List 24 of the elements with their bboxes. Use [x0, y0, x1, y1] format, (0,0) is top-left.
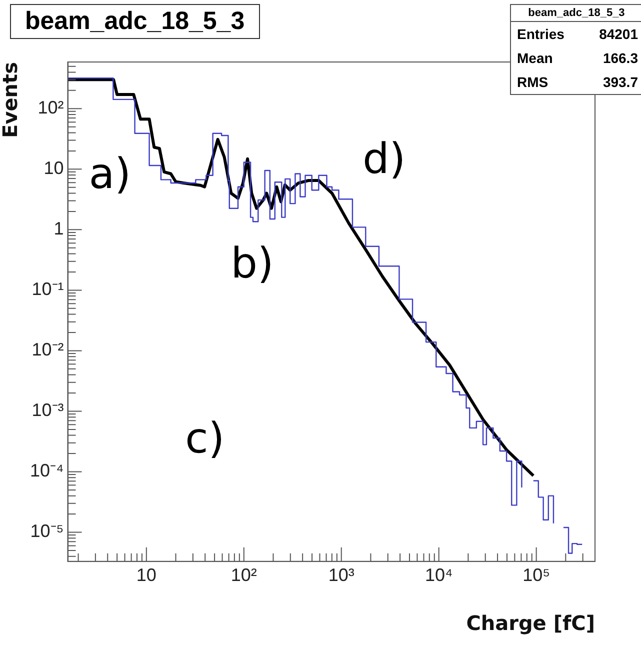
y-tick-label: 10⁻¹ [32, 279, 64, 300]
annotation: a) [88, 148, 131, 198]
y-tick-label: 10⁻⁴ [30, 460, 64, 481]
y-tick-label: 1 [54, 218, 64, 239]
y-axis-title: Events [0, 62, 22, 138]
x-tick-label: 10 [136, 565, 156, 586]
text: Entries 84201 [517, 26, 638, 42]
annotation: c) [185, 413, 225, 462]
text: beam_adc_18_5_3 [511, 5, 641, 22]
text: RMS 393.7 [517, 74, 638, 90]
x-axis-title: Charge [fC] [466, 611, 595, 636]
x-tick-label: 10⁴ [424, 565, 453, 586]
y-tick-label: 10 [44, 158, 64, 178]
text: Mean 166.3 [517, 50, 638, 66]
y-tick-label: 10⁻⁵ [30, 521, 64, 542]
annotation: d) [362, 134, 406, 183]
y-tick-label: 10⁻³ [32, 400, 64, 420]
x-tick-label: 10² [230, 565, 257, 586]
chart-title: beam_adc_18_5_3 [10, 4, 260, 39]
annotation: b) [230, 238, 274, 288]
x-tick-label: 10³ [328, 565, 354, 586]
x-tick-label: 10⁵ [522, 565, 550, 586]
y-tick-label: 10⁻² [32, 340, 64, 360]
y-tick-label: 10² [38, 98, 64, 118]
